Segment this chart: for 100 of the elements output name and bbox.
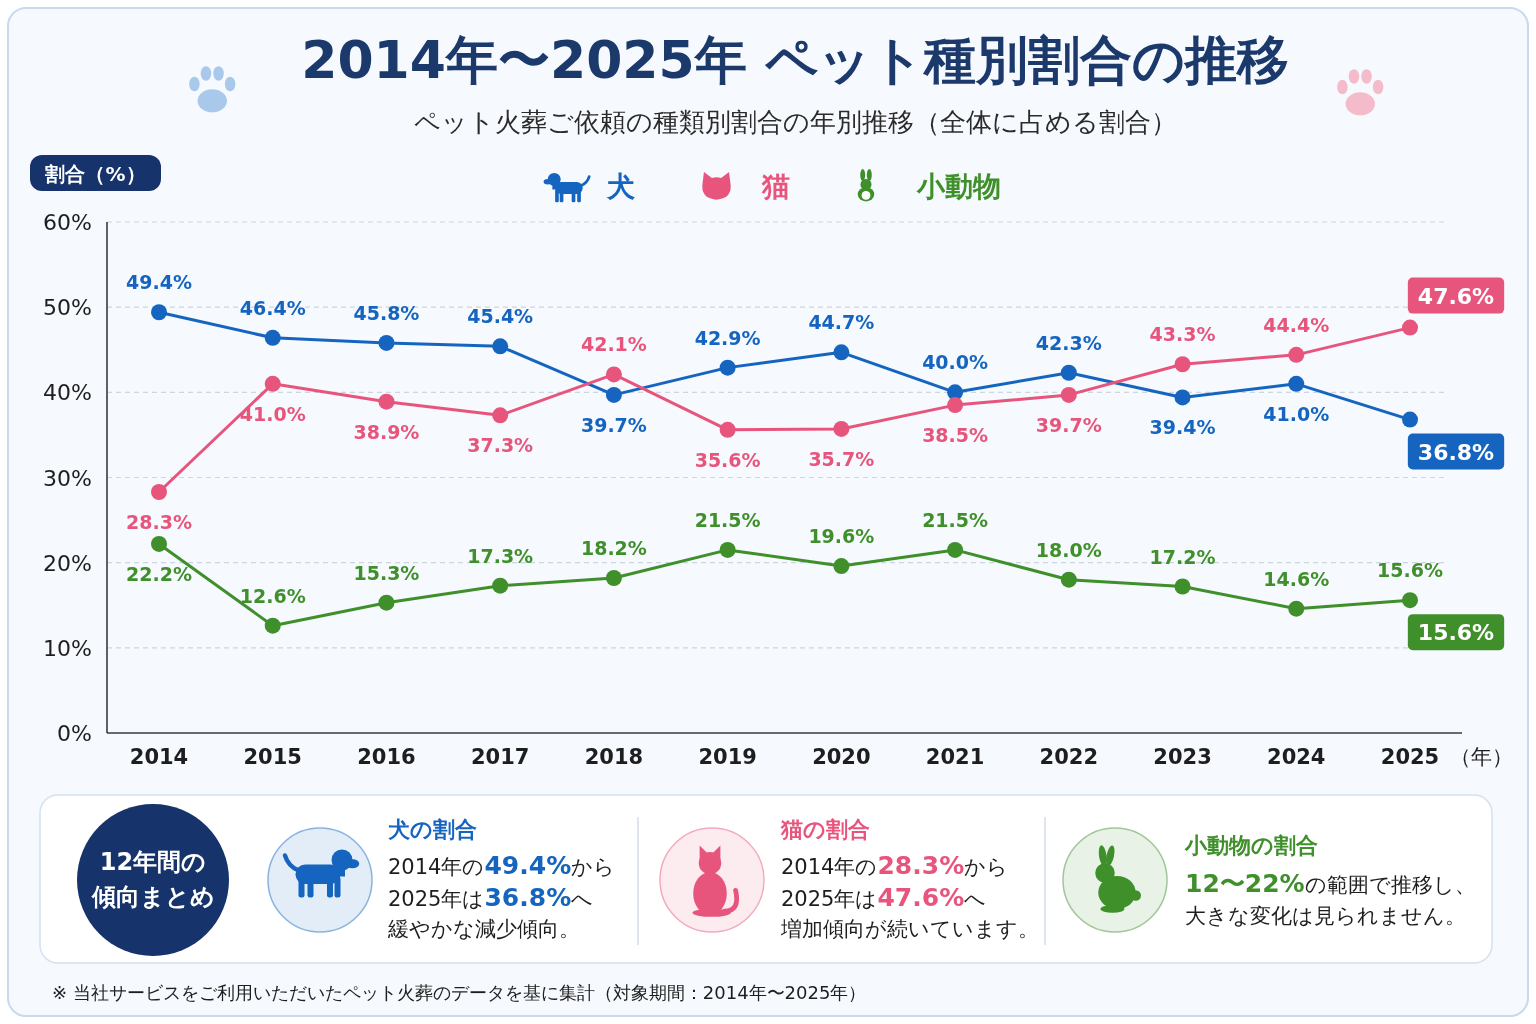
x-tick-label: 2015 xyxy=(243,745,302,769)
x-tick-label: 2020 xyxy=(812,745,871,769)
data-label: 35.6% xyxy=(694,448,761,471)
data-label: 37.3% xyxy=(467,434,534,457)
x-tick-label: 2014 xyxy=(129,745,189,769)
data-label: 39.7% xyxy=(580,413,647,436)
point xyxy=(1174,578,1191,595)
legend-label: 猫 xyxy=(761,170,790,203)
point xyxy=(151,535,167,552)
point xyxy=(378,393,395,410)
point xyxy=(151,483,167,500)
data-label: 19.6% xyxy=(808,525,875,548)
x-tick-label: 2024 xyxy=(1267,745,1326,769)
data-label: 40.0% xyxy=(922,351,989,374)
chart-subtitle: ペット火葬ご依頼の種類別割合の年別推移（全体に占める割合） xyxy=(413,107,1177,137)
text: 犬の割合 xyxy=(388,817,477,842)
point xyxy=(1402,319,1418,336)
text: 傾向まとめ xyxy=(90,883,215,911)
point xyxy=(719,359,736,376)
y-tick-label: 10% xyxy=(43,635,92,661)
data-label: 28.3% xyxy=(126,510,192,533)
point xyxy=(492,407,509,424)
y-axis-title: 割合（%） xyxy=(44,162,146,186)
point xyxy=(1060,364,1077,381)
x-tick-label: 2023 xyxy=(1153,745,1212,769)
point xyxy=(605,570,622,586)
point xyxy=(1174,356,1191,373)
text: 12〜22%の範囲で推移し、 xyxy=(1185,869,1476,898)
data-label: 44.4% xyxy=(1263,313,1330,336)
annotation: 15.6% xyxy=(1417,620,1495,646)
point xyxy=(264,375,281,392)
text: 2025年は36.8%へ xyxy=(388,883,594,912)
point xyxy=(947,397,964,414)
data-label: 38.9% xyxy=(353,420,420,443)
legend-label: 小動物 xyxy=(916,170,1001,203)
data-label: 42.9% xyxy=(694,326,761,349)
point xyxy=(719,541,736,558)
point xyxy=(264,329,281,346)
text: 2014年の49.4%から xyxy=(388,851,616,880)
data-label: 41.0% xyxy=(239,402,306,425)
data-label: 21.5% xyxy=(922,508,989,531)
chart-title: 2014年〜2025年 ペット種別割合の推移 xyxy=(301,30,1289,90)
point xyxy=(1060,386,1077,403)
data-label: 15.6% xyxy=(1377,559,1443,582)
point xyxy=(264,617,281,634)
point xyxy=(492,338,509,355)
data-label: 12.6% xyxy=(239,584,306,607)
x-tick-label: 2021 xyxy=(925,745,985,769)
data-label: 14.6% xyxy=(1263,567,1330,590)
data-label: 15.3% xyxy=(353,561,420,584)
point xyxy=(1288,600,1305,617)
text: 12年間の xyxy=(99,848,207,876)
text: 2025年は47.6%へ xyxy=(781,883,987,912)
data-label: 38.5% xyxy=(922,424,989,447)
point xyxy=(833,558,850,575)
data-label: 17.3% xyxy=(467,544,534,567)
y-tick-label: 40% xyxy=(43,380,92,406)
annotation: 36.8% xyxy=(1417,439,1495,465)
y-tick-label: 60% xyxy=(43,210,92,235)
point xyxy=(947,384,964,401)
point xyxy=(947,541,964,558)
data-label: 44.7% xyxy=(808,311,875,334)
data-label: 42.3% xyxy=(1035,331,1102,354)
data-label: 45.4% xyxy=(467,305,534,328)
data-label: 43.3% xyxy=(1149,323,1216,346)
data-label: 17.2% xyxy=(1149,545,1216,568)
text: 2014年の28.3%から xyxy=(781,851,1009,880)
point xyxy=(492,577,509,594)
point xyxy=(833,420,850,437)
text: 増加傾向が続いています。 xyxy=(780,917,1039,941)
x-tick-label: 2016 xyxy=(357,745,416,769)
point xyxy=(605,386,622,403)
text: 小動物の割合 xyxy=(1184,833,1318,858)
data-label: 46.4% xyxy=(239,296,306,319)
data-label: 41.0% xyxy=(1263,402,1330,425)
data-label: 18.2% xyxy=(580,537,647,559)
point xyxy=(1402,411,1418,428)
text: 猫の割合 xyxy=(780,817,870,842)
x-tick-label: 2022 xyxy=(1039,745,1099,769)
data-label: 39.7% xyxy=(1035,413,1102,436)
y-tick-label: 20% xyxy=(43,550,92,576)
annotation: 47.6% xyxy=(1417,283,1495,309)
x-tick-label: 2017 xyxy=(470,745,530,769)
data-label: 39.4% xyxy=(1149,416,1216,439)
point xyxy=(378,594,395,611)
data-label: 21.5% xyxy=(694,508,761,531)
text: 緩やかな減少傾向。 xyxy=(387,917,580,941)
y-tick-label: 50% xyxy=(43,295,92,321)
data-label: 22.2% xyxy=(126,562,192,585)
y-tick-label: 0% xyxy=(57,721,92,746)
point xyxy=(1288,346,1305,363)
point xyxy=(1402,592,1418,609)
data-label: 49.4% xyxy=(126,271,192,294)
data-label: 42.1% xyxy=(580,333,647,356)
y-tick-label: 30% xyxy=(43,465,92,491)
data-label: 35.7% xyxy=(808,447,875,470)
point xyxy=(151,304,167,321)
point xyxy=(1060,571,1077,588)
x-axis-title: （年） xyxy=(1449,745,1513,769)
text: ※ 当社サービスをご利用いただいたペット火葬のデータを基に集計（対象期間：2014年〜2025年） xyxy=(52,982,867,1003)
